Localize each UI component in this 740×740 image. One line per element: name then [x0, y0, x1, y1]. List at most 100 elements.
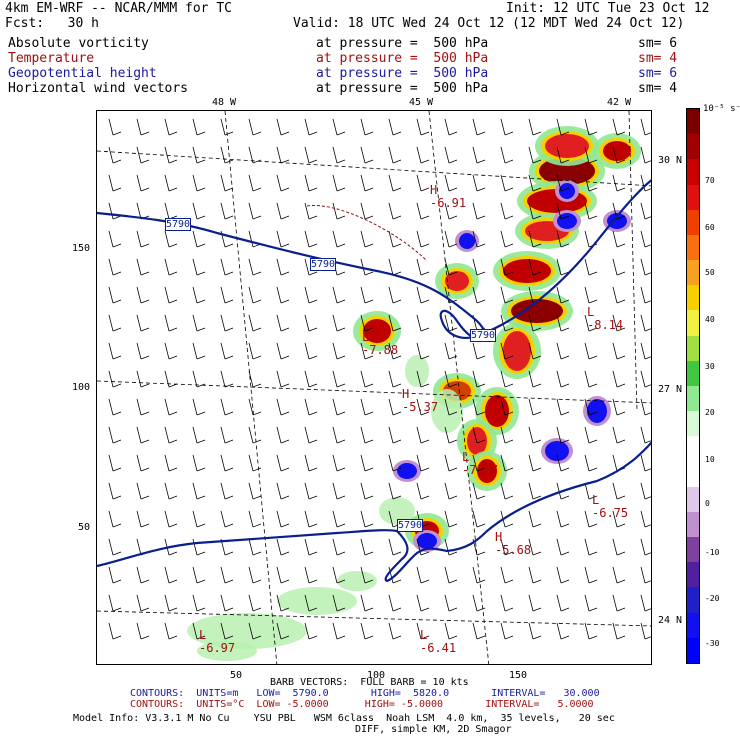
- wind-barb: [528, 314, 542, 332]
- wind-barb: [136, 286, 150, 304]
- valid-time: Valid: 18 UTC Wed 24 Oct 12 (12 MDT Wed …: [293, 16, 685, 31]
- vorticity-area: [187, 613, 307, 649]
- vorticity-area: [603, 141, 631, 161]
- wind-barb: [388, 342, 402, 360]
- wind-barb: [220, 342, 234, 360]
- low-center: L -6.75: [592, 493, 629, 520]
- wind-barb: [248, 174, 262, 192]
- wind-barb: [388, 566, 402, 584]
- wind-barb: [304, 146, 318, 164]
- wind-barb: [276, 258, 290, 276]
- wind-barb: [192, 314, 206, 332]
- x-label-50: 50: [230, 670, 243, 681]
- wind-barb: [472, 286, 486, 304]
- longitude-line: [428, 111, 490, 664]
- vorticity-area: [587, 399, 607, 423]
- wind-barb: [332, 398, 346, 416]
- wind-barb: [444, 118, 458, 136]
- wind-barb: [192, 258, 206, 276]
- wind-barb: [584, 118, 598, 136]
- wind-barb: [416, 538, 430, 556]
- wind-barb: [416, 174, 430, 192]
- wind-barb: [584, 594, 598, 612]
- wind-barb: [108, 538, 122, 556]
- wind-barb: [332, 594, 346, 612]
- wind-barb: [220, 622, 234, 640]
- wind-barb: [640, 510, 651, 528]
- wind-barb: [612, 566, 626, 584]
- wind-barb: [584, 454, 598, 472]
- wind-barb: [388, 482, 402, 500]
- wind-barb: [276, 174, 290, 192]
- field-name-temperature: Temperature: [8, 51, 95, 66]
- wind-barb: [276, 426, 290, 444]
- vorticity-area: [557, 213, 577, 229]
- wind-barb: [164, 482, 178, 500]
- wind-barbs: [108, 118, 651, 640]
- wind-barb: [388, 202, 402, 220]
- wind-barb: [332, 622, 346, 640]
- wind-barb: [584, 342, 598, 360]
- colorbar-tick-label: 70: [705, 176, 715, 185]
- wind-barb: [640, 342, 651, 360]
- colorbar-tick-label: -10: [705, 548, 720, 557]
- wind-barb: [528, 538, 542, 556]
- vorticity-area: [417, 533, 437, 549]
- wind-barb: [416, 566, 430, 584]
- wind-barb: [500, 594, 514, 612]
- wind-barb: [332, 314, 346, 332]
- wind-barb: [192, 342, 206, 360]
- contour-info-temperature: CONTOURS: UNITS=°C LOW= -5.0000 HIGH= -5…: [130, 699, 594, 710]
- field-name-geopotential: Geopotential height: [8, 66, 157, 81]
- wind-barb: [556, 146, 570, 164]
- forecast-hour: Fcst: 30 h: [5, 16, 99, 31]
- wind-barb: [360, 202, 374, 220]
- wind-barb: [416, 118, 430, 136]
- wind-barb: [304, 426, 318, 444]
- wind-barb: [500, 370, 514, 388]
- wind-barb: [220, 566, 234, 584]
- wind-barb: [612, 230, 626, 248]
- wind-barb: [220, 454, 234, 472]
- wind-barb: [640, 594, 651, 612]
- colorbar-segment: [687, 612, 699, 639]
- wind-barb: [220, 174, 234, 192]
- wind-barb: [584, 482, 598, 500]
- wind-barb: [276, 454, 290, 472]
- wind-barb: [612, 370, 626, 388]
- wind-barb: [556, 202, 570, 220]
- wind-barb: [472, 398, 486, 416]
- wind-barb: [136, 118, 150, 136]
- wind-barb: [612, 118, 626, 136]
- wind-barb: [136, 230, 150, 248]
- wind-barb: [500, 202, 514, 220]
- wind-barb: [360, 230, 374, 248]
- wind-barb: [304, 510, 318, 528]
- wind-barb: [220, 202, 234, 220]
- wind-barb: [248, 510, 262, 528]
- vorticity-area: [277, 587, 357, 615]
- colorbar-segment: [687, 486, 699, 513]
- wind-barb: [136, 258, 150, 276]
- wind-barb: [500, 342, 514, 360]
- height-label: 5790: [165, 218, 192, 231]
- wind-barb: [584, 622, 598, 640]
- wind-barb: [108, 510, 122, 528]
- wind-barb: [584, 370, 598, 388]
- vorticity-area: [197, 641, 257, 661]
- colorbar-segment: [687, 159, 699, 186]
- wind-barb: [192, 538, 206, 556]
- x-label-100: 100: [367, 670, 386, 681]
- vorticity-area: [379, 497, 415, 525]
- wind-barb: [304, 286, 318, 304]
- colorbar-tick-label: 60: [705, 223, 715, 232]
- field-sm-temperature: sm= 4: [638, 51, 678, 66]
- wind-barb: [192, 482, 206, 500]
- wind-barb: [332, 174, 346, 192]
- wind-barb: [640, 230, 651, 248]
- wind-barb: [304, 314, 318, 332]
- wind-barb: [528, 174, 542, 192]
- colorbar-segment: [687, 184, 699, 211]
- wind-barb: [388, 370, 402, 388]
- wind-barb: [276, 510, 290, 528]
